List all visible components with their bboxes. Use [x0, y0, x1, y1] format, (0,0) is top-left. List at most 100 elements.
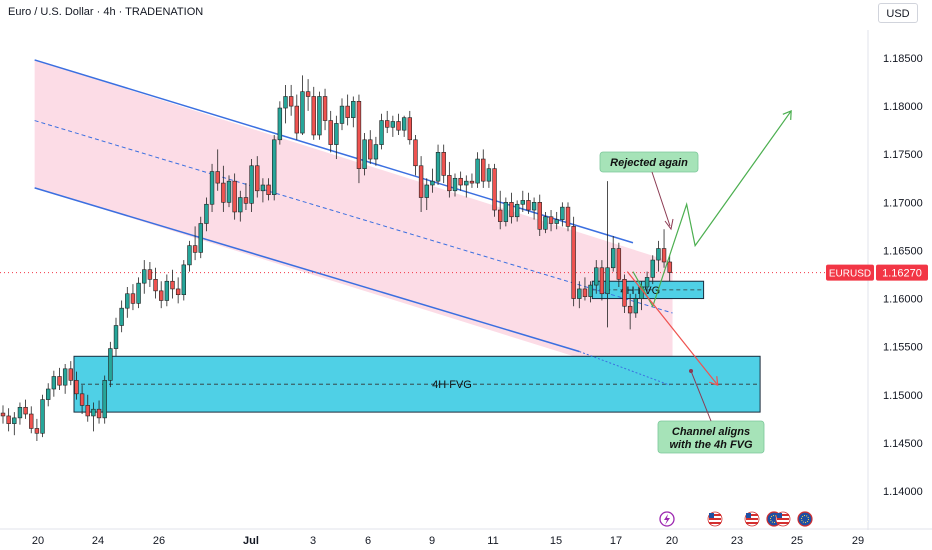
channel-lower-extension	[579, 351, 670, 386]
channel-mid-line[interactable]	[34, 120, 673, 314]
flag-canton	[746, 513, 751, 518]
candle	[543, 211, 548, 234]
candle-body	[396, 121, 401, 131]
candle	[215, 149, 220, 191]
flag-stripe	[746, 518, 758, 520]
candle	[23, 399, 28, 419]
candle-body	[125, 293, 130, 309]
candle	[198, 216, 203, 259]
candle	[175, 277, 181, 304]
candle	[514, 200, 520, 222]
candle	[238, 190, 243, 222]
candle	[79, 385, 85, 415]
candle-body	[29, 413, 34, 429]
symbol-tag: EURUSD	[829, 269, 871, 280]
flag-stripe	[709, 522, 721, 524]
candle-body	[497, 209, 503, 222]
channel-label-box	[657, 420, 765, 454]
flash-icon-ring	[659, 511, 675, 527]
candle	[475, 152, 480, 188]
candle-body	[384, 120, 390, 128]
candle	[435, 144, 441, 186]
us-flag-icon[interactable]	[707, 511, 723, 527]
candle	[605, 181, 610, 328]
price-tick-label: 1.18500	[883, 53, 923, 65]
time-tick-label: 17	[610, 535, 622, 547]
candle-body	[96, 408, 102, 419]
candle-body	[266, 184, 271, 195]
candle	[102, 375, 107, 424]
candle	[373, 136, 379, 166]
flag-canton	[709, 513, 714, 518]
candle	[170, 269, 175, 299]
candle-body	[616, 248, 622, 280]
candle-body	[582, 288, 588, 297]
candle-body	[147, 269, 153, 280]
candle	[294, 94, 299, 140]
candle	[12, 412, 17, 436]
bearish-projection-path[interactable]	[626, 271, 719, 386]
flag-canton	[777, 513, 782, 518]
price-tick-label: 1.17500	[883, 149, 923, 161]
candle-body	[277, 107, 283, 141]
candle	[560, 202, 565, 227]
flag-stripe	[709, 514, 721, 516]
candle-body	[356, 101, 362, 169]
candle	[424, 178, 429, 211]
candle	[661, 229, 667, 268]
candle	[130, 284, 136, 311]
eu-flag-icon[interactable]	[766, 511, 782, 527]
chart-title: Euro / U.S. Dollar · 4h · TRADENATION	[8, 6, 204, 18]
candle-body	[311, 96, 316, 136]
candle-body	[300, 91, 305, 134]
us-flag-icon[interactable]	[744, 511, 760, 527]
candle-body	[373, 144, 379, 160]
candle-body	[594, 267, 599, 286]
candle-body	[74, 380, 79, 395]
price-tick-label: 1.15500	[883, 342, 923, 354]
flag-stripe	[709, 518, 721, 520]
candle-body	[317, 96, 322, 136]
candle	[588, 281, 593, 303]
candle	[68, 361, 74, 386]
channel-lower-line[interactable]	[34, 187, 580, 353]
eu-flag-icon[interactable]	[797, 511, 813, 527]
channel-area	[34, 59, 673, 388]
candle	[503, 197, 509, 227]
candle-body	[249, 165, 254, 204]
candle	[418, 156, 424, 212]
candle	[396, 113, 401, 135]
channel-upper-line[interactable]	[34, 59, 634, 244]
bullish-projection-path[interactable]	[632, 110, 792, 308]
current-price-tag: 1.16270	[882, 268, 922, 280]
candle-body	[656, 248, 661, 261]
candle	[639, 281, 644, 311]
candle-body	[661, 248, 667, 263]
candle	[509, 192, 514, 224]
candle	[108, 341, 113, 388]
candle-body	[622, 279, 627, 307]
candle	[125, 287, 130, 318]
us-flag-icon[interactable]	[775, 511, 791, 527]
candle	[17, 402, 23, 425]
flag-circle	[775, 511, 791, 527]
candle-body	[554, 219, 559, 224]
candle-body	[221, 182, 226, 203]
currency-selector[interactable]: USD	[878, 3, 918, 23]
candle	[486, 163, 492, 188]
candle-body	[339, 105, 345, 124]
candle-body	[102, 380, 107, 419]
candle-body	[627, 305, 633, 314]
candle-body	[362, 139, 367, 169]
candle-body	[610, 248, 616, 269]
time-tick-label: 23	[731, 535, 743, 547]
candle-body	[430, 180, 435, 186]
flash-event-icon[interactable]	[659, 511, 675, 527]
candle-body	[520, 200, 526, 205]
candle	[317, 91, 322, 140]
candle-body	[23, 406, 28, 415]
candle	[520, 190, 526, 212]
candle	[401, 115, 407, 137]
candle-body	[108, 348, 113, 381]
